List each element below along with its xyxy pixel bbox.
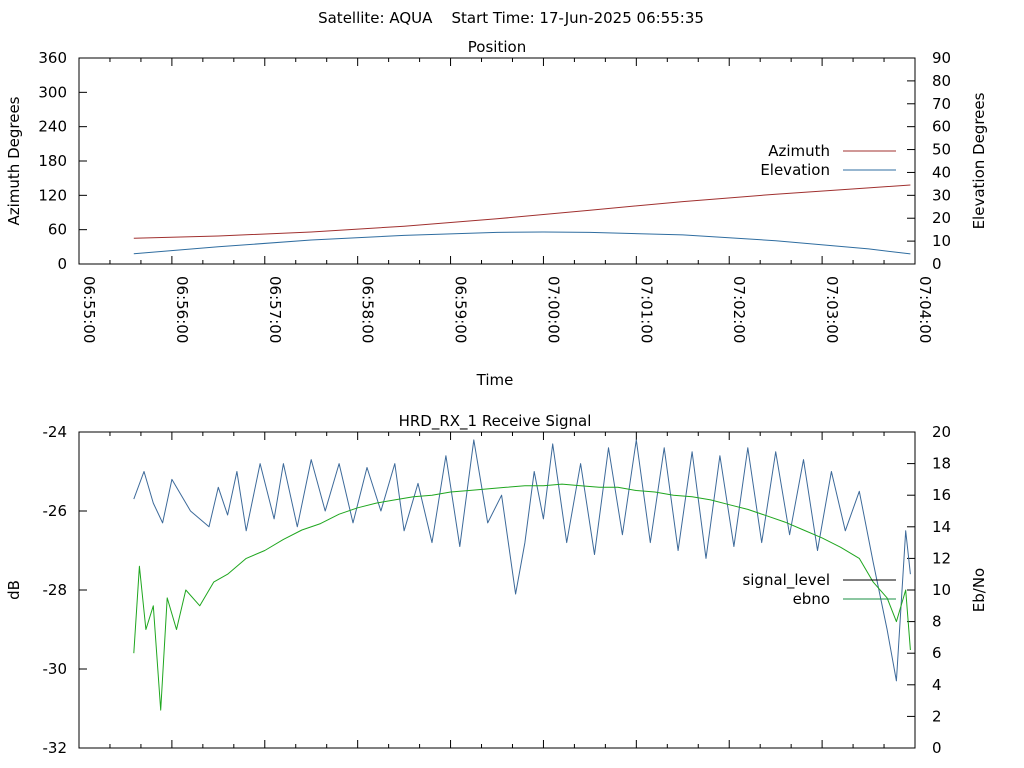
x-tick-label: 07:04:00: [916, 276, 934, 343]
x-tick-label: 06:56:00: [173, 276, 191, 343]
signal-legend: signal_level ebno: [742, 571, 896, 608]
legend-label-azimuth: Azimuth: [768, 142, 830, 160]
y-tick-label: 180: [38, 152, 67, 170]
x-tick-label: 06:58:00: [359, 276, 377, 343]
y2-tick-label: 18: [932, 455, 951, 473]
y2-tick-label: 2: [932, 707, 942, 725]
y2-tick-label: 20: [932, 423, 951, 441]
signal-series: [133, 439, 911, 711]
y-tick-label: 0: [57, 255, 67, 273]
y-tick-label: 300: [38, 83, 67, 101]
position-series: [133, 184, 911, 255]
y-tick-label: -26: [43, 502, 68, 520]
y-tick-label: -28: [43, 581, 68, 599]
y2-tick-label: 12: [932, 549, 951, 567]
position-xlabel: Time: [476, 371, 514, 389]
y2-tick-label: 60: [932, 118, 951, 136]
position-axis-ticks: 0 60 120 180 240 300 360 0 10 20 30 40 50 60 70 80 90 06:…: [38, 49, 951, 343]
signal-chart: HRD_RX_1 Receive Signal -32 -30 -28 -26 -24 0…: [5, 412, 988, 757]
y2-tick-label: 20: [932, 209, 951, 227]
y2-tick-label: 40: [932, 163, 951, 181]
x-tick-label: 06:57:00: [266, 276, 284, 343]
x-tick-label: 06:55:00: [80, 276, 98, 343]
y2-tick-label: 16: [932, 486, 951, 504]
y2-tick-label: 90: [932, 49, 951, 67]
legend-label-signal-level: signal_level: [742, 571, 830, 590]
x-tick-label: 07:01:00: [637, 276, 655, 343]
y2-tick-label: 4: [932, 676, 942, 694]
signal-y2label: Eb/No: [970, 568, 988, 612]
y-tick-label: 60: [48, 221, 67, 239]
y2-tick-label: 14: [932, 518, 951, 536]
series-line-elevation: [133, 231, 911, 255]
signal-axis-ticks: -32 -30 -28 -26 -24 0 2 4 6 8 10 12 14 16 18 20: [43, 423, 952, 757]
series-line-ebno: [133, 483, 911, 711]
x-tick-label: 07:03:00: [823, 276, 841, 343]
y2-tick-label: 10: [932, 232, 951, 250]
signal-chart-title: HRD_RX_1 Receive Signal: [399, 412, 592, 431]
y2-tick-label: 80: [932, 72, 951, 90]
y2-tick-label: 10: [932, 581, 951, 599]
legend-label-elevation: Elevation: [760, 161, 830, 179]
series-line-azimuth: [133, 184, 911, 239]
y2-tick-label: 0: [932, 739, 942, 757]
y2-tick-label: 30: [932, 186, 951, 204]
position-chart: Position 0 60 120 180 240 300 360 0 10 20 30 40 50 60…: [5, 38, 988, 389]
page-title: Satellite: AQUA Start Time: 17-Jun-2025 …: [318, 9, 704, 27]
series-line-signal-level: [133, 439, 911, 682]
x-tick-label: 07:02:00: [730, 276, 748, 343]
y2-tick-label: 50: [932, 141, 951, 159]
y2-tick-label: 8: [932, 613, 942, 631]
y-tick-label: 360: [38, 49, 67, 67]
y-tick-label: -24: [43, 423, 68, 441]
position-legend: Azimuth Elevation: [760, 142, 896, 179]
y-tick-label: 240: [38, 118, 67, 136]
position-chart-title: Position: [468, 38, 526, 56]
y2-tick-label: 0: [932, 255, 942, 273]
y2-tick-label: 70: [932, 95, 951, 113]
legend-label-ebno: ebno: [793, 590, 830, 608]
x-tick-label: 07:00:00: [544, 276, 562, 343]
signal-plot-frame: [78, 431, 916, 749]
y2-tick-label: 6: [932, 644, 942, 662]
x-tick-label: 06:59:00: [452, 276, 470, 343]
signal-ylabel: dB: [5, 580, 23, 600]
position-ylabel: Azimuth Degrees: [5, 96, 23, 225]
y-tick-label: -32: [43, 739, 68, 757]
y-tick-label: 120: [38, 186, 67, 204]
y-tick-label: -30: [43, 660, 68, 678]
position-y2label: Elevation Degrees: [970, 92, 988, 229]
